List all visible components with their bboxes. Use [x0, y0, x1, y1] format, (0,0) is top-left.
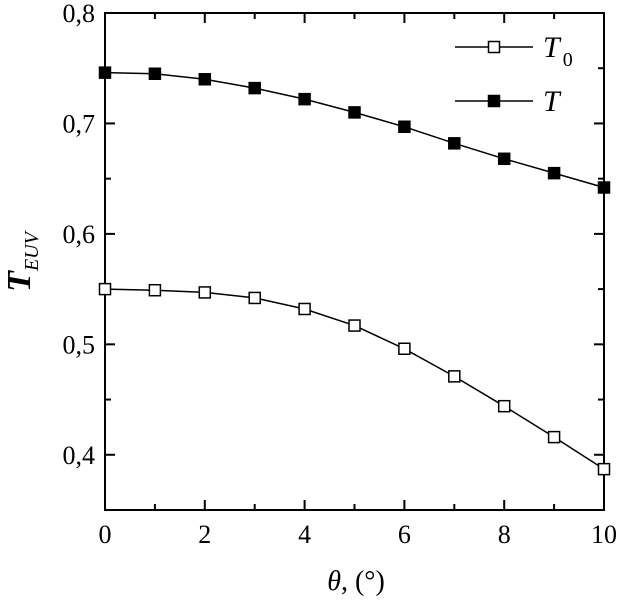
x-tick-label: 6: [398, 520, 411, 549]
data-point: [448, 370, 461, 383]
data-point: [248, 291, 261, 305]
y-tick-label: 0,7: [63, 109, 96, 138]
data-point: [547, 166, 561, 180]
data-point: [597, 462, 611, 476]
data-point: [248, 81, 261, 95]
x-tick-label: 10: [591, 520, 617, 549]
y-axis-title: TEUV: [1, 229, 43, 291]
x-tick-label: 2: [198, 520, 211, 549]
data-point: [348, 319, 361, 332]
data-point: [348, 106, 361, 119]
x-tick-label: 4: [298, 520, 311, 549]
x-axis-title-symbol: θ: [327, 566, 341, 597]
data-point: [198, 73, 212, 86]
data-point: [398, 120, 411, 134]
x-axis-title-unit: , (°): [341, 566, 385, 597]
data-point: [597, 181, 611, 194]
y-axis-title-main: T: [1, 270, 38, 292]
y-axis-title-sub: EUV: [21, 229, 43, 272]
series-line: [104, 71, 605, 189]
x-axis-title: θ, (°): [327, 566, 385, 597]
legend: T 0 T: [455, 31, 573, 118]
legend-item: T: [455, 85, 562, 118]
data-point: [497, 399, 511, 413]
y-tick-label: 0,4: [63, 441, 96, 470]
data-point: [398, 342, 411, 356]
data-point: [148, 67, 162, 80]
x-tick-label: 8: [498, 520, 511, 549]
data-point: [98, 282, 112, 296]
legend-label: T: [543, 85, 562, 118]
series-T: [98, 66, 611, 194]
series-line: [104, 288, 605, 470]
y-tick-label: 0,6: [63, 220, 96, 249]
x-tick-label: 0: [99, 520, 112, 549]
legend-marker: [487, 94, 501, 108]
data-point: [298, 92, 311, 106]
data-point: [497, 152, 511, 166]
data-point: [547, 430, 561, 444]
legend-marker: [487, 40, 501, 54]
y-tick-label: 0,8: [63, 0, 96, 28]
series-T0: [98, 282, 611, 476]
tick-labels: 0 2 4 6 8 10 0,4 0,5 0,6 0,7 0,8: [63, 0, 618, 549]
data-point: [298, 302, 311, 316]
series-layer: [98, 66, 611, 476]
data-point: [448, 137, 461, 150]
data-point: [198, 286, 212, 299]
y-tick-label: 0,5: [63, 330, 96, 359]
plot-frame: [104, 12, 605, 511]
data-point: [98, 66, 112, 79]
data-point: [148, 283, 162, 297]
axis-ticks: [104, 12, 605, 511]
